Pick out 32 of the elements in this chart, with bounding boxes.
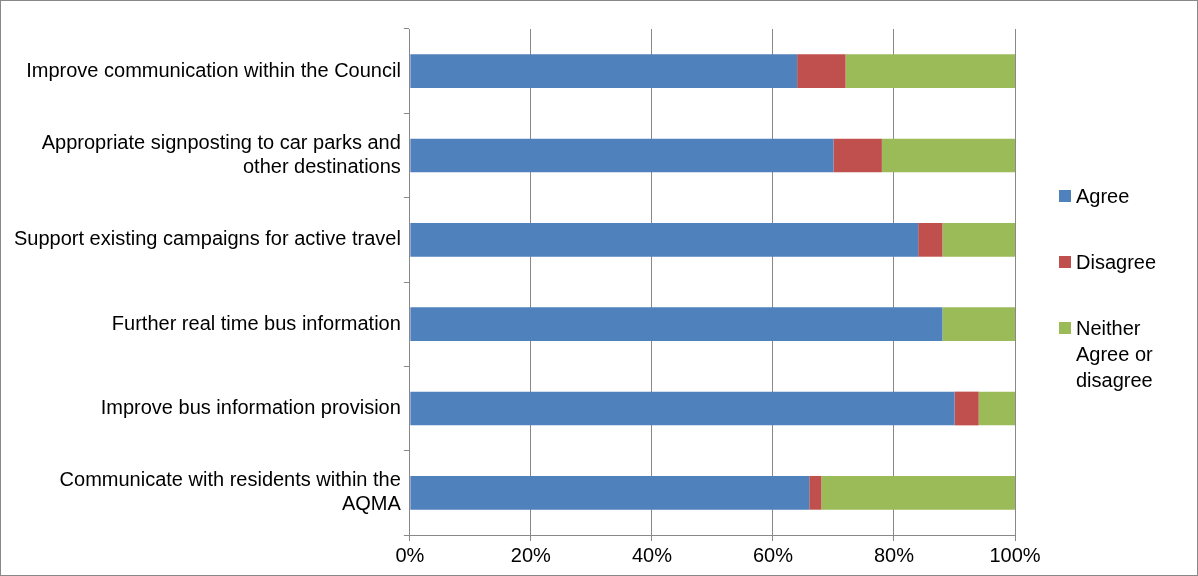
- x-tick-label: 20%: [510, 543, 552, 566]
- y-tick-label: Appropriate signposting to car parks and other destinations: [41, 131, 401, 178]
- bar: [942, 222, 1015, 257]
- bar: [978, 391, 1015, 426]
- bar: [410, 391, 955, 426]
- bar: [410, 222, 919, 257]
- legend-label: Disagree: [1076, 250, 1157, 275]
- y-tick-label: Support existing campaigns for active travel: [14, 227, 401, 250]
- y-tick-label: Improve bus information provision: [100, 396, 401, 419]
- bar: [809, 475, 822, 510]
- bar: [410, 54, 798, 89]
- legend-label: Agree: [1076, 184, 1130, 209]
- y-tick-label: Further real time bus information: [111, 311, 401, 334]
- x-tick-label: 100%: [989, 543, 1041, 566]
- bar: [881, 138, 1015, 173]
- bar: [954, 391, 979, 426]
- y-tick-label: Communicate with residents within the AQMA: [59, 468, 402, 515]
- x-tick-label: 40%: [631, 543, 673, 566]
- bar: [410, 307, 943, 342]
- bar: [833, 138, 882, 173]
- legend-label: Neither Agree or disagree: [1076, 316, 1154, 393]
- bar: [410, 475, 810, 510]
- bar: [942, 307, 1015, 342]
- y-tick-label: Improve communication within the Council: [26, 58, 401, 81]
- bar: [410, 138, 834, 173]
- x-tick-label: 0%: [395, 543, 425, 566]
- bar: [821, 475, 1015, 510]
- bar: [797, 54, 846, 89]
- bar: [845, 54, 1015, 89]
- bar: [918, 222, 943, 257]
- x-tick-label: 60%: [752, 543, 794, 566]
- x-tick-label: 80%: [873, 543, 915, 566]
